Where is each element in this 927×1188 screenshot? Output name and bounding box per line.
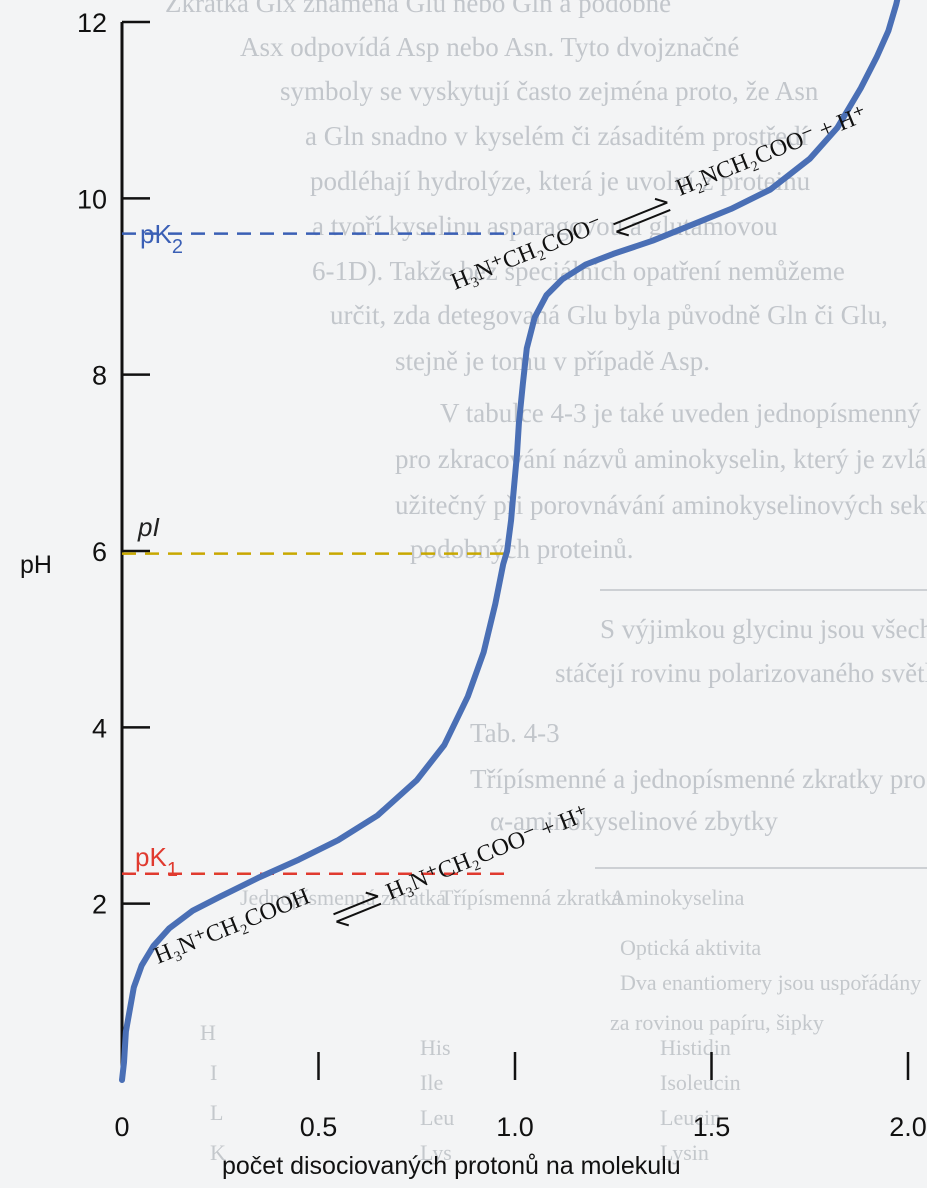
background-text-line: L [210, 1100, 223, 1125]
background-text-line: Optická aktivita [620, 935, 761, 960]
y-tick-label: 12 [77, 8, 107, 38]
background-text-line: pro zkracování názvů aminokyselin, který… [395, 444, 927, 474]
background-text-line: Třípísmenné a jednopísmenné zkratky pro … [470, 764, 927, 794]
background-text-line: symboly se vyskytují často zejména proto… [280, 76, 819, 106]
background-text-line: podobných proteinů. [410, 534, 633, 564]
y-tick-label: 6 [92, 537, 107, 567]
y-axis-title: pH [20, 551, 52, 579]
pi-label: pI [137, 512, 160, 542]
y-tick-label: 8 [92, 361, 107, 391]
background-text-line: Zkratka Glx znamená Glu nebo Gln a podob… [165, 0, 671, 18]
background-text-line: podléhají hydrolýze, která je uvolní z p… [310, 166, 811, 196]
background-text-line: Jednopísmenná zkratka [240, 885, 446, 910]
background-text-line: Lysin [660, 1140, 709, 1165]
background-text-line: Dva enantiomery jsou uspořádány okolo at… [620, 970, 927, 995]
species-zwitterion-low: H₃N⁺CH₂COO⁻ + H⁺ [383, 800, 593, 905]
background-text-line: Aminokyselina [610, 885, 745, 910]
background-text-line: a Gln snadno v kyselém či zásaditém pros… [305, 121, 809, 151]
background-text-line: I [210, 1060, 217, 1085]
titration-curve [119, 0, 901, 1083]
annotations: pH počet disociovaných protonů na moleku… [20, 101, 871, 1180]
background-text-line: Asx odpovídá Asp nebo Asn. Tyto dvojznač… [240, 32, 739, 62]
equilibrium-arrow-low [333, 891, 382, 927]
x-tick-label: 1.0 [496, 1112, 534, 1142]
background-text-line: Leu [420, 1105, 454, 1130]
pk1-label: pK1 [135, 842, 178, 881]
x-tick-label: 1.5 [693, 1112, 731, 1142]
background-text-line: Isoleucin [660, 1070, 741, 1095]
y-tick-label: 10 [77, 184, 107, 214]
background-text-line: Lys [420, 1140, 452, 1165]
background-text-line: K [210, 1140, 226, 1165]
background-text-line: Tab. 4-3 [470, 718, 560, 748]
y-tick-label: 4 [92, 713, 107, 743]
background-text-line: stáčejí rovinu polarizovaného světla (vi… [555, 658, 927, 688]
background-text-line: Třípísmenná zkratka [440, 885, 622, 910]
background-text-line: určit, zda detegovaná Glu byla původně G… [330, 300, 888, 330]
background-text-line: Histidin [660, 1035, 731, 1060]
background-text-line: Leucin [660, 1105, 721, 1130]
x-tick-label: 0 [114, 1112, 129, 1142]
pk2-label: pK2 [140, 219, 183, 258]
background-text-line: α-aminokyselinové zbytky [490, 806, 778, 836]
background-text-line: Ile [420, 1070, 443, 1095]
background-text-line: S výjimkou glycinu jsou všechny aminokys… [600, 614, 927, 644]
equilibrium-arrow-high [613, 197, 671, 237]
reference-lines [122, 232, 515, 875]
x-tick-label: 0.5 [300, 1112, 338, 1142]
chart-axes: 2 4 6 8 10 12 0 0.5 1.0 1.5 2.0 [77, 8, 927, 1142]
background-text-line: H [200, 1020, 216, 1045]
x-axis-title: počet disociovaných protonů na molekulu [222, 1152, 681, 1180]
background-text-line: stejně je tomu v případě Asp. [395, 346, 710, 376]
curve-layer [119, 0, 901, 1083]
background-text-line: His [420, 1035, 451, 1060]
background-text-line: užitečný při porovnávání aminokyselinový… [395, 490, 927, 520]
background-text-line: za rovinou papíru, šipky [610, 1010, 824, 1035]
x-tick-label: 2.0 [889, 1112, 927, 1142]
y-tick-label: 2 [92, 890, 107, 920]
species-zwitterion-high: H₃N⁺CH₂COO⁻ [448, 211, 607, 295]
background-text-line: a tvoří kyselinu asparagovou a glutamovo… [312, 211, 778, 241]
